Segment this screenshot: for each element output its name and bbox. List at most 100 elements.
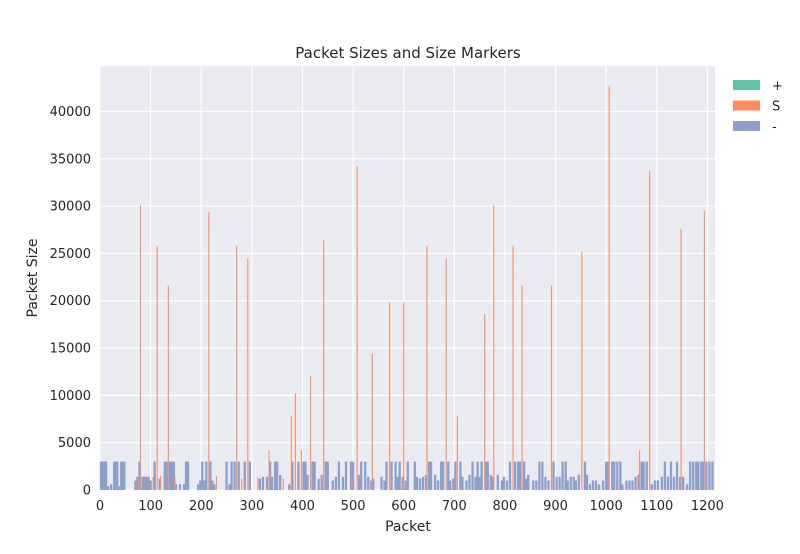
size-marker-bar — [294, 393, 296, 490]
minus-bar — [349, 461, 353, 490]
minus-bar — [692, 461, 695, 490]
size-marker-bar — [300, 450, 303, 490]
size-marker-bar — [268, 450, 270, 490]
minus-bar — [594, 480, 598, 490]
minus-bar — [486, 461, 489, 490]
size-marker-bar — [215, 475, 217, 490]
x-tick-label: 100 — [138, 499, 163, 514]
minus-bar — [583, 461, 587, 490]
y-tick-label: 40000 — [50, 105, 91, 120]
minus-bar — [199, 480, 202, 490]
legend-swatch — [733, 100, 760, 111]
minus-bar — [213, 484, 216, 490]
minus-bar — [306, 474, 309, 490]
size-marker-bar — [426, 245, 428, 490]
size-marker-bar — [323, 240, 325, 490]
size-marker-bar — [167, 285, 169, 490]
minus-bar — [471, 461, 474, 490]
minus-bar — [547, 480, 550, 490]
minus-bar — [605, 461, 608, 490]
minus-bar — [324, 461, 327, 490]
minus-bar — [143, 476, 146, 490]
minus-bar — [398, 461, 401, 490]
minus-bar — [297, 461, 300, 490]
x-tick-label: 300 — [239, 499, 264, 514]
x-tick-label: 200 — [189, 499, 214, 514]
minus-bar — [291, 461, 294, 490]
minus-bar — [474, 476, 477, 490]
minus-bar — [205, 461, 208, 490]
minus-bar — [552, 461, 555, 490]
minus-bar — [201, 461, 204, 490]
minus-bar — [320, 474, 323, 490]
x-tick-label: 0 — [96, 499, 104, 514]
size-marker-bar — [493, 205, 495, 490]
minus-bar — [702, 461, 705, 490]
minus-bar — [577, 474, 580, 490]
size-marker-bar — [680, 228, 682, 491]
minus-bar — [138, 461, 141, 490]
minus-bar — [288, 484, 291, 490]
size-marker-bar — [456, 416, 458, 490]
minus-bar — [508, 461, 512, 490]
x-tick-label: 600 — [391, 499, 416, 514]
minus-bar — [566, 480, 569, 490]
minus-bar — [385, 461, 388, 490]
minus-bar — [401, 476, 404, 490]
minus-bar — [642, 461, 645, 490]
minus-bar — [268, 461, 272, 490]
minus-bar — [697, 461, 700, 490]
minus-bar — [106, 486, 110, 490]
minus-bar — [186, 461, 190, 490]
minus-bar — [270, 476, 274, 490]
minus-bar — [372, 478, 375, 490]
minus-bar — [650, 484, 653, 490]
minus-bar — [708, 461, 711, 490]
minus-bar — [182, 484, 186, 490]
minus-bar — [211, 480, 214, 490]
grid-lines — [99, 66, 715, 491]
bar-marks — [99, 85, 714, 491]
size-marker-bar — [639, 450, 641, 490]
minus-bar — [476, 461, 479, 490]
minus-bar — [538, 461, 541, 490]
size-marker-bar — [152, 476, 154, 490]
size-marker-bar — [608, 85, 610, 490]
minus-bar — [225, 461, 228, 490]
minus-bar — [660, 476, 664, 490]
plot-background — [100, 66, 715, 490]
minus-bar — [317, 478, 320, 490]
minus-bar — [686, 484, 689, 490]
minus-bar — [440, 461, 443, 490]
minus-bar — [588, 484, 592, 490]
size-marker-bar — [581, 251, 583, 490]
minus-bar — [337, 461, 341, 490]
minus-bar — [172, 461, 176, 490]
minus-bar — [396, 476, 399, 490]
size-marker-bar — [257, 477, 259, 490]
minus-bar — [447, 461, 450, 490]
minus-bar — [304, 461, 307, 490]
minus-bar — [468, 474, 471, 490]
minus-bar — [334, 476, 338, 490]
legend-label: S — [772, 100, 780, 115]
size-marker-bar — [388, 302, 391, 490]
minus-bar — [705, 461, 708, 490]
x-tick-label: 900 — [543, 499, 568, 514]
minus-bar — [523, 461, 526, 490]
minus-bar — [383, 480, 386, 490]
minus-bar — [613, 461, 616, 490]
minus-bar — [555, 476, 558, 490]
minus-bar — [168, 461, 172, 490]
minus-bar — [678, 476, 682, 490]
minus-bar — [134, 480, 137, 490]
size-marker-bar — [137, 478, 140, 490]
minus-bar — [248, 461, 251, 490]
minus-bar — [261, 476, 265, 490]
minus-bar — [601, 480, 605, 490]
minus-bar — [109, 484, 113, 490]
minus-bar — [394, 461, 397, 490]
minus-bar — [367, 476, 370, 490]
minus-bar — [518, 461, 522, 490]
minus-bar — [364, 461, 367, 490]
